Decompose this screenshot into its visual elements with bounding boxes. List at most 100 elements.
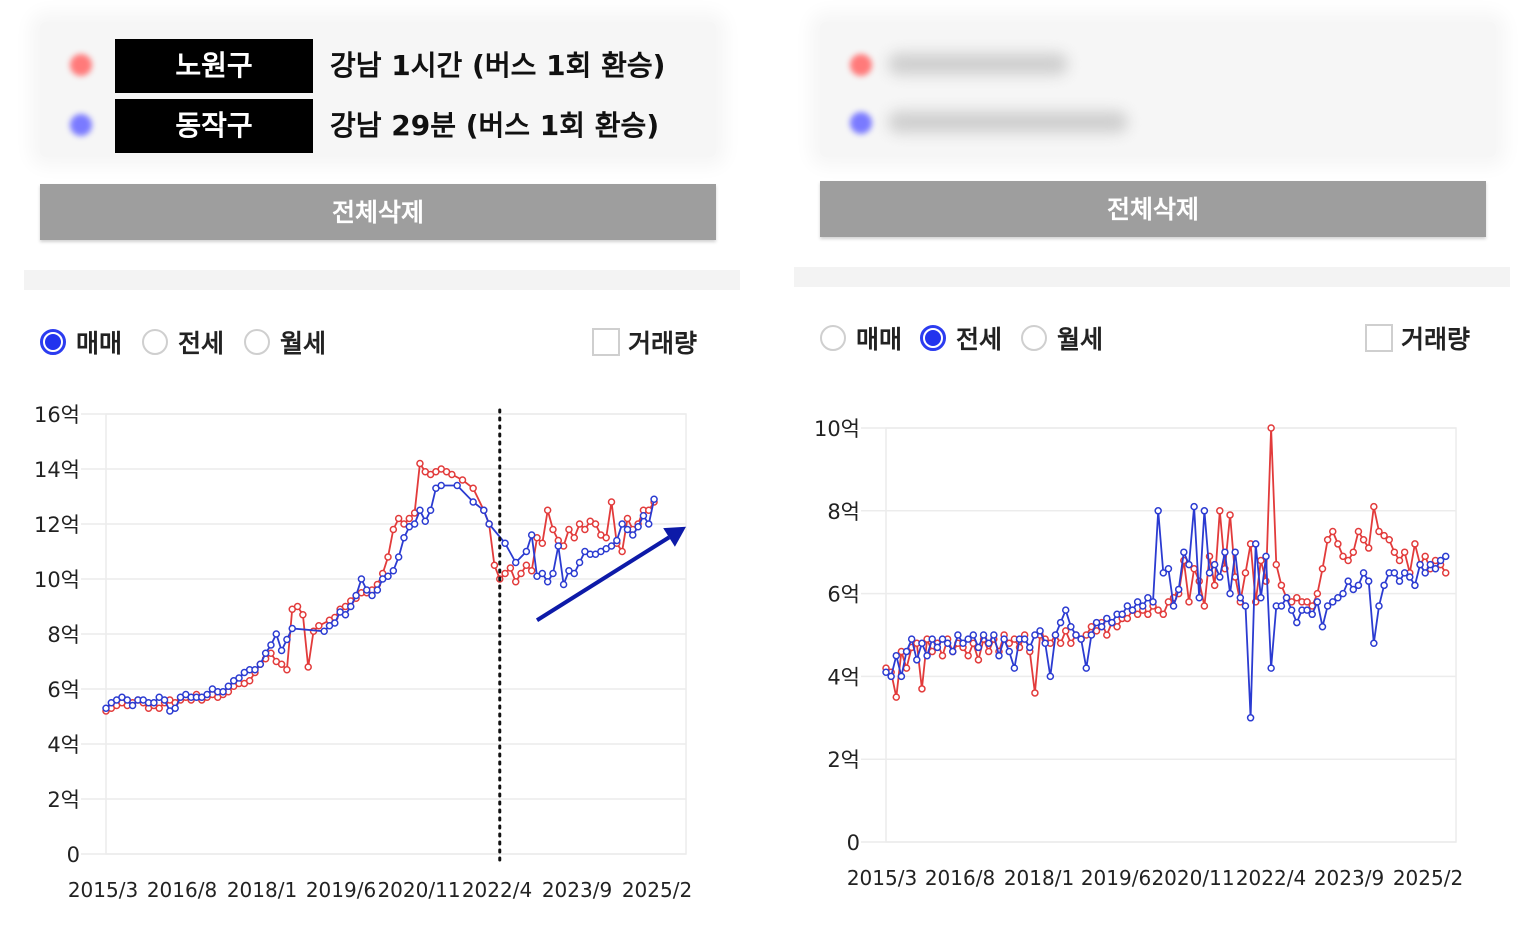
blue-series-point: [1128, 606, 1137, 614]
red-series-point: [1154, 606, 1162, 614]
blue-series-point: [128, 701, 137, 710]
blue-series-point: [1164, 565, 1173, 573]
blue-series-point: [650, 495, 658, 503]
blue-series-point: [1087, 631, 1096, 639]
volume-checkbox[interactable]: 거래량: [1365, 318, 1470, 358]
blue-series-point: [347, 602, 355, 611]
blue-series-point: [277, 646, 286, 655]
blue-series-point: [123, 696, 132, 704]
blue-series-point: [1395, 577, 1404, 585]
blue-series-point: [928, 635, 936, 643]
blue-series-point: [1056, 618, 1065, 627]
blue-series-point: [1411, 581, 1419, 590]
blue-series-point: [897, 672, 906, 681]
red-series-point: [1226, 511, 1234, 519]
legend-text-dongjak: 강남 29분 (버스 1회 환승): [330, 109, 660, 142]
red-series-point: [1339, 552, 1347, 561]
blue-series-point: [882, 668, 890, 677]
blue-series-point: [1174, 585, 1183, 594]
blue-series-point: [1441, 552, 1450, 561]
blue-series-point: [933, 643, 942, 652]
blue-series-point: [613, 536, 621, 545]
red-series-point: [1267, 424, 1275, 432]
blue-series-point: [1241, 602, 1250, 610]
blurred-legend-text: [888, 111, 1128, 133]
x-tick-label: 2025/2: [622, 878, 692, 902]
delete-all-button[interactable]: 전체삭제: [820, 181, 1486, 237]
blue-series-point: [1231, 548, 1239, 556]
blue-series-point: [469, 498, 477, 506]
blue-series-point: [421, 517, 430, 525]
red-series-point: [448, 470, 456, 479]
blue-series-point: [1144, 593, 1152, 602]
red-series-point: [299, 611, 307, 619]
radio-jeonse-label: 전세: [178, 329, 225, 358]
blue-series-point: [426, 506, 435, 514]
blue-series-point: [1185, 560, 1193, 569]
blue-series-point: [1103, 614, 1111, 623]
blue-series-point: [150, 699, 158, 707]
blue-series-point: [1041, 639, 1049, 648]
blue-series-point: [1226, 589, 1234, 598]
red-series-point: [581, 525, 589, 534]
red-series-point: [315, 622, 323, 630]
y-tick-label: 0: [847, 831, 860, 855]
blue-series-point: [1010, 664, 1019, 672]
red-series-point: [1441, 569, 1450, 577]
radio-monthly-rent[interactable]: 월세: [1021, 318, 1103, 358]
volume-checkbox[interactable]: 거래량: [592, 322, 697, 362]
blue-series-point: [437, 481, 445, 490]
radio-sale-label: 매매: [76, 329, 123, 358]
blue-series-point: [527, 531, 536, 539]
radio-sale-indicator: [820, 325, 846, 351]
red-series-point: [389, 525, 398, 534]
red-series-point: [1185, 598, 1193, 606]
blurred-legend-text: [888, 53, 1068, 75]
red-series-point: [277, 660, 286, 668]
radio-sale[interactable]: 매매: [820, 318, 902, 358]
red-series-point: [1349, 548, 1358, 556]
radio-jeonse[interactable]: 전세: [920, 318, 1002, 358]
blue-series-point: [1221, 548, 1229, 556]
jeonse-price-chart: 0 2억 4억 6억 8억 10억 2015/3 2016/8 2018/1 2019/6 2020…: [814, 417, 1463, 890]
blue-series-point: [331, 619, 339, 627]
y-tick-label: 4억: [827, 665, 860, 689]
red-series-point: [1061, 627, 1070, 635]
radio-jeonse[interactable]: 전세: [142, 322, 224, 362]
radio-monthly-rent[interactable]: 월세: [244, 322, 326, 362]
blue-series-point: [1390, 569, 1399, 577]
delete-all-button[interactable]: 전체삭제: [40, 184, 716, 240]
blue-series-point: [923, 651, 931, 660]
red-series-point: [1390, 548, 1399, 556]
blue-series-point: [485, 520, 493, 528]
blue-series-point: [394, 553, 403, 561]
blue-series-point: [629, 531, 637, 539]
blue-series-point: [1349, 585, 1358, 594]
volume-checkbox-label: 거래량: [1401, 325, 1471, 354]
blue-series-point: [522, 547, 531, 556]
trend-arrow-head: [663, 526, 686, 547]
red-series-point: [458, 476, 467, 484]
blue-series-point: [416, 506, 424, 514]
red-series-point: [1375, 527, 1383, 536]
red-series-point: [984, 647, 993, 656]
blue-series-point: [645, 520, 653, 528]
blue-series-point: [1329, 598, 1337, 606]
radio-sale[interactable]: 매매: [40, 322, 122, 362]
blue-series-point: [1277, 602, 1286, 610]
blue-series-point: [1359, 569, 1368, 577]
red-series-point: [892, 693, 901, 701]
blue-series-point: [320, 627, 328, 635]
red-series-point: [283, 666, 291, 674]
red-series-point: [394, 514, 403, 523]
red-series-point: [1164, 598, 1173, 606]
blue-series-point: [1236, 593, 1245, 602]
blue-series-point: [1431, 565, 1440, 573]
red-series-point: [964, 651, 972, 660]
red-series-point: [527, 567, 536, 575]
blue-series-point: [1154, 507, 1162, 515]
blue-series-point: [1149, 598, 1157, 606]
volume-checkbox-box: [1365, 324, 1393, 352]
blue-series-point: [607, 542, 616, 550]
blue-series-point: [1108, 618, 1116, 627]
